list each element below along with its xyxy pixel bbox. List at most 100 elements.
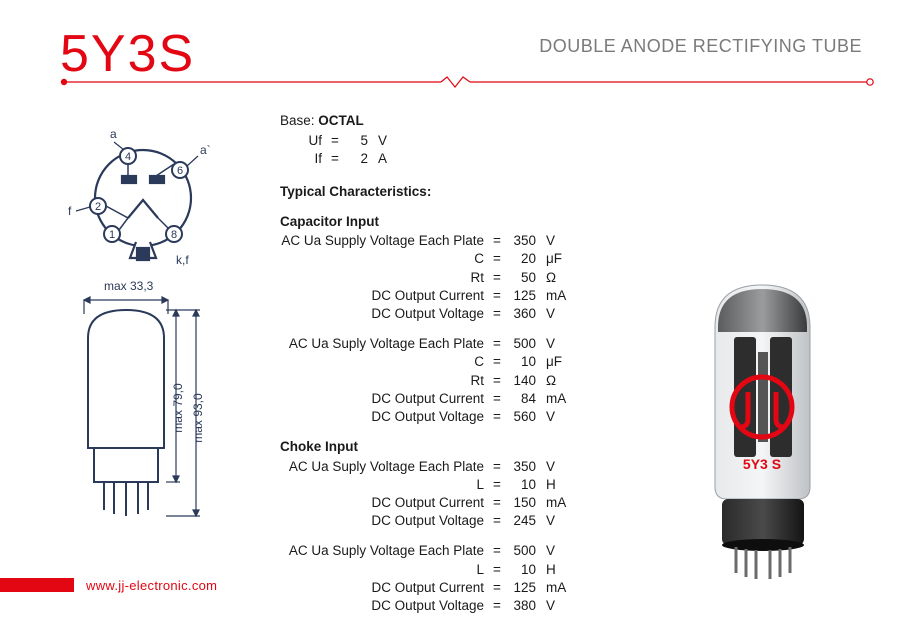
tube-photo: 5Y3 S bbox=[690, 277, 835, 582]
choke1-row-0-unit: V bbox=[540, 458, 570, 476]
footer-bar bbox=[0, 578, 74, 592]
equals-sign: = bbox=[490, 561, 504, 579]
cap2-row-4-unit: V bbox=[540, 408, 570, 426]
cap2-row-3-val: 84 bbox=[504, 390, 540, 408]
cap1-row-0-unit: V bbox=[540, 232, 570, 250]
choke2-row-0-val: 500 bbox=[504, 542, 540, 560]
choke2-row-1-lbl: L bbox=[280, 561, 490, 579]
cap1-row-0-lbl: AC Ua Supply Voltage Each Plate bbox=[280, 232, 490, 250]
cap1-row-1-val: 20 bbox=[504, 250, 540, 268]
choke2-row-2-lbl: DC Output Current bbox=[280, 579, 490, 597]
pin-8-label: 8 bbox=[171, 229, 177, 241]
footer-url[interactable]: www.jj-electronic.com bbox=[86, 578, 217, 593]
cap2-row-4-val: 560 bbox=[504, 408, 540, 426]
choke2-row-1-unit: H bbox=[540, 561, 570, 579]
choke2-row-0-lbl: AC Ua Suply Voltage Each Plate bbox=[280, 542, 490, 560]
equals-sign: = bbox=[490, 512, 504, 530]
choke1-row-2-lbl: DC Output Current bbox=[280, 494, 490, 512]
uf-unit: V bbox=[372, 132, 402, 150]
pin-a2-label: a` bbox=[200, 143, 211, 157]
choke1-row-2-unit: mA bbox=[540, 494, 570, 512]
choke2-row-2-unit: mA bbox=[540, 579, 570, 597]
choke1-row-0-val: 350 bbox=[504, 458, 540, 476]
uf-val: 5 bbox=[342, 132, 372, 150]
cap2-row-0-lbl: AC Ua Suply Voltage Each Plate bbox=[280, 335, 490, 353]
cap1-row-2-unit: Ω bbox=[540, 269, 570, 287]
pin-diagram: 1 2 4 6 8 a a` f k,f bbox=[58, 120, 228, 270]
pin-kf-label: k,f bbox=[176, 253, 189, 267]
choke1-row-2-val: 150 bbox=[504, 494, 540, 512]
width-label: max 33,3 bbox=[104, 279, 154, 293]
subtitle: DOUBLE ANODE RECTIFYING TUBE bbox=[539, 36, 862, 57]
choke2-row-3-val: 380 bbox=[504, 597, 540, 615]
cap2-row-2-lbl: Rt bbox=[280, 372, 490, 390]
equals-sign: = bbox=[490, 269, 504, 287]
cap2-row-1-unit: μF bbox=[540, 353, 570, 371]
cap2-row-0-val: 500 bbox=[504, 335, 540, 353]
cap2-row-2-unit: Ω bbox=[540, 372, 570, 390]
equals-sign: = bbox=[490, 335, 504, 353]
choke2-row-3-unit: V bbox=[540, 597, 570, 615]
cap1-row-1-lbl: C bbox=[280, 250, 490, 268]
equals-sign: = bbox=[490, 305, 504, 323]
pin-f-label: f bbox=[68, 204, 72, 218]
cap1-row-0-val: 350 bbox=[504, 232, 540, 250]
equals-sign: = bbox=[490, 597, 504, 615]
cap1-row-2-lbl: Rt bbox=[280, 269, 490, 287]
choke1-row-1-val: 10 bbox=[504, 476, 540, 494]
choke1-row-1-lbl: L bbox=[280, 476, 490, 494]
choke-input-heading: Choke Input bbox=[280, 438, 640, 456]
equals-sign: = bbox=[490, 287, 504, 305]
base-value: OCTAL bbox=[318, 113, 364, 128]
choke1-row-3-lbl: DC Output Voltage bbox=[280, 512, 490, 530]
cap1-row-1-unit: μF bbox=[540, 250, 570, 268]
cap1-row-3-val: 125 bbox=[504, 287, 540, 305]
cap1-row-2-val: 50 bbox=[504, 269, 540, 287]
equals-sign: = bbox=[490, 353, 504, 371]
choke2-row-3-lbl: DC Output Voltage bbox=[280, 597, 490, 615]
equals-sign: = bbox=[490, 390, 504, 408]
if-label: If bbox=[280, 150, 328, 168]
equals-sign: = bbox=[490, 476, 504, 494]
equals-sign: = bbox=[490, 250, 504, 268]
cap1-row-4-val: 360 bbox=[504, 305, 540, 323]
capacitor-input-heading: Capacitor Input bbox=[280, 213, 640, 231]
cap2-row-0-unit: V bbox=[540, 335, 570, 353]
height1-label: max 79,0 bbox=[171, 383, 185, 433]
divider-pulse-line bbox=[60, 75, 874, 87]
height2-label: max 93,0 bbox=[191, 393, 205, 443]
tube-dimension-drawing: max 33,3 max 79,0 max 93,0 bbox=[74, 278, 234, 538]
pin-1-label: 1 bbox=[109, 229, 115, 241]
choke2-row-1-val: 10 bbox=[504, 561, 540, 579]
tube-marking: 5Y3 S bbox=[743, 456, 781, 472]
cap2-row-3-unit: mA bbox=[540, 390, 570, 408]
cap2-row-1-val: 10 bbox=[504, 353, 540, 371]
if-val: 2 bbox=[342, 150, 372, 168]
cap1-row-4-lbl: DC Output Voltage bbox=[280, 305, 490, 323]
equals-sign: = bbox=[490, 458, 504, 476]
equals-sign: = bbox=[490, 408, 504, 426]
base-label: Base: bbox=[280, 113, 315, 128]
choke1-row-0-lbl: AC Ua Suply Voltage Each Plate bbox=[280, 458, 490, 476]
if-unit: A bbox=[372, 150, 402, 168]
cap2-row-4-lbl: DC Output Voltage bbox=[280, 408, 490, 426]
pin-a-label: a bbox=[110, 127, 117, 141]
cap2-row-2-val: 140 bbox=[504, 372, 540, 390]
specs-block: Base: OCTAL Uf=5V If=2A Typical Characte… bbox=[280, 112, 640, 615]
equals-sign: = bbox=[490, 494, 504, 512]
equals-sign: = bbox=[490, 232, 504, 250]
pin-6-label: 6 bbox=[177, 165, 183, 177]
choke1-row-3-unit: V bbox=[540, 512, 570, 530]
cap1-row-3-unit: mA bbox=[540, 287, 570, 305]
choke1-row-3-val: 245 bbox=[504, 512, 540, 530]
typical-characteristics-heading: Typical Characteristics: bbox=[280, 183, 640, 201]
cap1-row-3-lbl: DC Output Current bbox=[280, 287, 490, 305]
uf-label: Uf bbox=[280, 132, 328, 150]
choke1-row-1-unit: H bbox=[540, 476, 570, 494]
cap1-row-4-unit: V bbox=[540, 305, 570, 323]
choke2-row-0-unit: V bbox=[540, 542, 570, 560]
equals-sign: = bbox=[490, 542, 504, 560]
equals-sign: = bbox=[490, 579, 504, 597]
cap2-row-3-lbl: DC Output Current bbox=[280, 390, 490, 408]
pin-4-label: 4 bbox=[125, 151, 131, 163]
